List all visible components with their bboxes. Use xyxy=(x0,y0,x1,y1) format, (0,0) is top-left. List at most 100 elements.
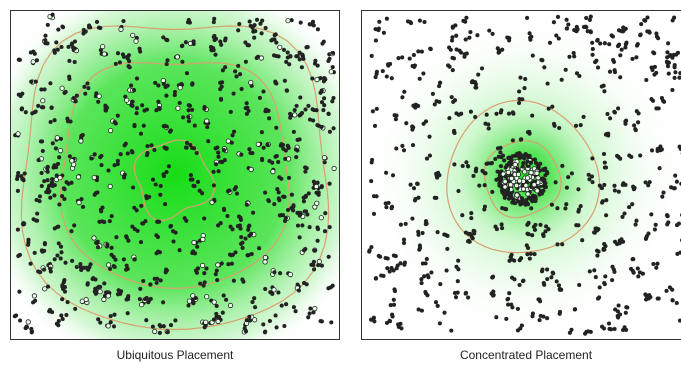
node xyxy=(124,263,129,268)
node xyxy=(245,42,250,48)
node xyxy=(612,188,617,193)
node xyxy=(616,189,621,194)
node xyxy=(259,130,264,135)
node xyxy=(424,256,429,262)
node xyxy=(400,143,405,148)
node xyxy=(101,296,107,303)
node xyxy=(301,199,306,204)
node xyxy=(191,301,196,306)
node xyxy=(371,194,377,199)
node xyxy=(471,173,476,178)
node xyxy=(634,55,639,60)
node xyxy=(23,110,28,115)
node xyxy=(644,77,649,83)
node xyxy=(264,107,269,112)
node xyxy=(557,125,562,131)
node xyxy=(42,286,48,292)
node xyxy=(437,80,443,85)
node xyxy=(513,201,518,206)
node xyxy=(447,64,452,69)
node xyxy=(602,41,607,46)
node xyxy=(542,65,547,70)
node xyxy=(274,125,279,130)
node xyxy=(293,309,298,314)
node xyxy=(186,303,191,308)
node xyxy=(518,152,523,157)
node xyxy=(666,41,671,46)
node xyxy=(212,197,217,202)
node xyxy=(458,50,464,55)
node xyxy=(609,327,614,332)
node xyxy=(96,317,101,322)
node xyxy=(522,201,527,206)
node xyxy=(526,245,531,251)
node xyxy=(30,59,36,65)
node xyxy=(566,175,571,180)
node xyxy=(138,240,144,245)
node xyxy=(560,242,565,247)
node xyxy=(188,142,193,147)
node xyxy=(483,171,488,176)
node xyxy=(592,230,597,235)
node xyxy=(21,221,26,226)
node xyxy=(373,74,378,80)
node xyxy=(259,31,264,36)
node xyxy=(314,77,320,83)
node xyxy=(294,155,299,160)
node xyxy=(200,262,206,268)
node xyxy=(89,156,94,161)
node xyxy=(253,29,258,34)
node xyxy=(211,169,216,174)
concentrated-placement-panel xyxy=(361,10,681,340)
node xyxy=(91,235,97,241)
node xyxy=(45,284,51,289)
node xyxy=(213,146,218,151)
node xyxy=(393,254,398,259)
node xyxy=(522,169,528,175)
node xyxy=(204,266,209,271)
node xyxy=(538,222,543,227)
node xyxy=(469,216,474,221)
node xyxy=(278,143,283,148)
node xyxy=(502,184,508,190)
node xyxy=(315,225,320,230)
node xyxy=(191,183,196,188)
node xyxy=(229,253,234,258)
node xyxy=(82,84,87,89)
node xyxy=(79,267,84,273)
node xyxy=(541,233,546,239)
node xyxy=(518,75,523,80)
node xyxy=(530,113,535,118)
node xyxy=(37,194,43,199)
node xyxy=(604,198,609,203)
node xyxy=(285,18,291,24)
node xyxy=(398,261,403,266)
node xyxy=(419,308,424,313)
node xyxy=(391,268,396,273)
node xyxy=(376,253,381,258)
node xyxy=(542,185,547,190)
node xyxy=(72,46,77,51)
node xyxy=(78,138,84,144)
node xyxy=(73,99,78,104)
node xyxy=(658,144,663,149)
node xyxy=(508,182,514,188)
node xyxy=(288,111,293,116)
node xyxy=(81,31,86,36)
node xyxy=(384,170,389,175)
node xyxy=(528,160,533,165)
node xyxy=(262,254,268,261)
node xyxy=(274,40,279,45)
node xyxy=(564,185,569,190)
node xyxy=(588,14,593,19)
node xyxy=(618,75,623,80)
node xyxy=(666,220,671,225)
node xyxy=(513,183,520,189)
node xyxy=(57,202,62,207)
node xyxy=(39,105,45,110)
node xyxy=(411,186,417,191)
node xyxy=(545,267,550,272)
node xyxy=(243,59,248,64)
node xyxy=(384,16,389,21)
node xyxy=(645,15,650,20)
